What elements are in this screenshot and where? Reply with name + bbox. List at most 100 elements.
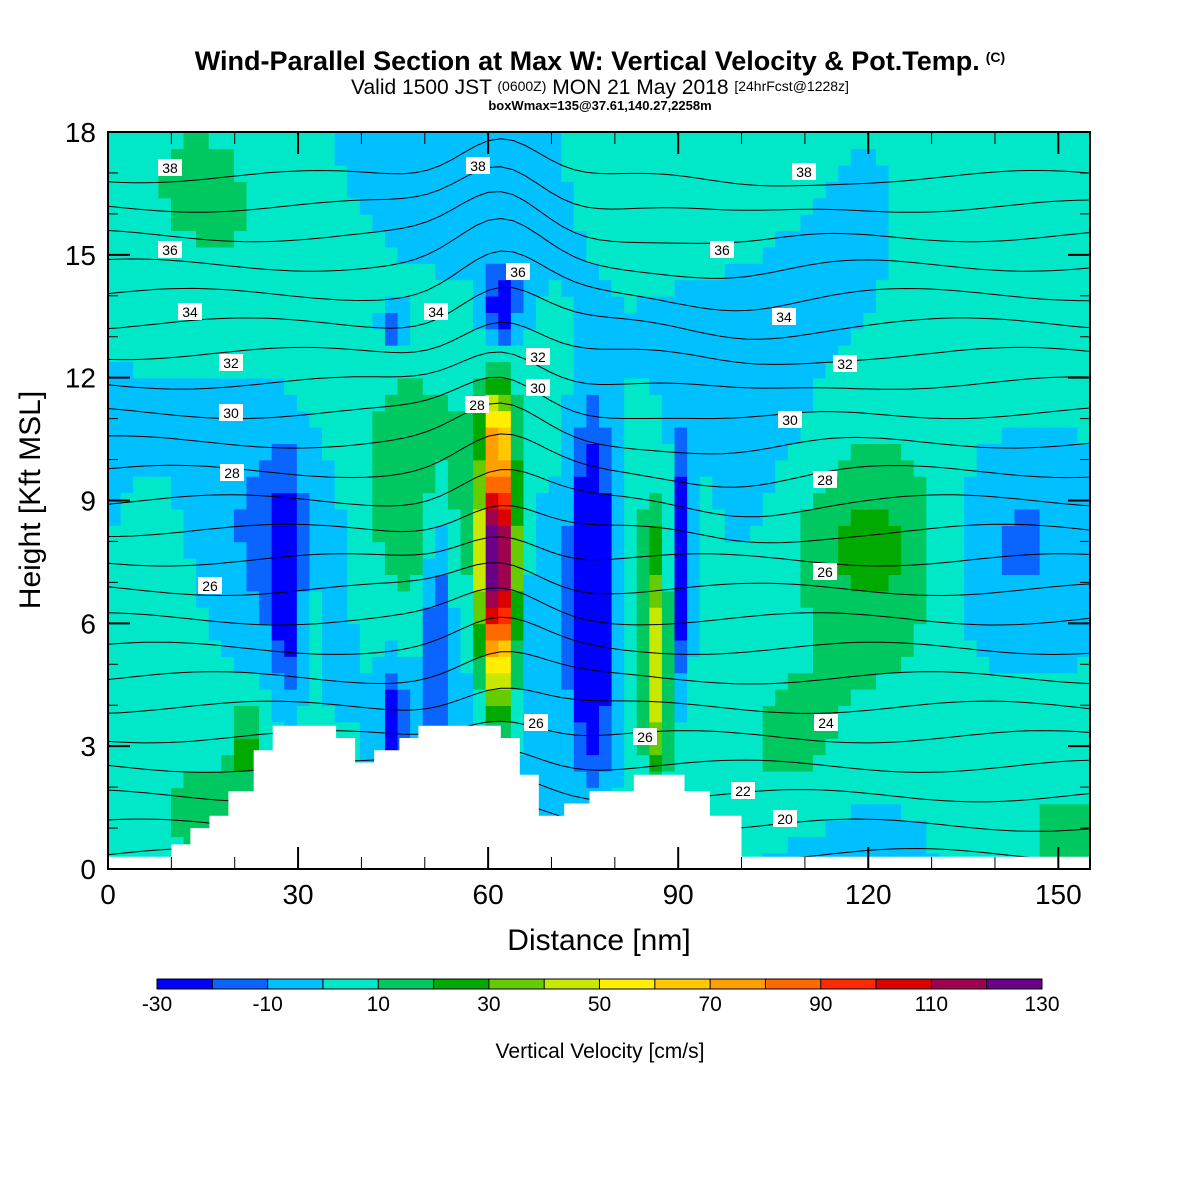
velocity-cell — [322, 148, 336, 166]
velocity-cell — [1014, 295, 1028, 313]
velocity-cell — [183, 541, 197, 559]
theta-contour-label-bg — [220, 464, 244, 481]
velocity-cell — [296, 230, 311, 248]
velocity-cell — [170, 443, 185, 461]
velocity-cell — [284, 574, 298, 592]
velocity-cell — [372, 213, 386, 232]
velocity-cell — [926, 492, 940, 510]
velocity-cell — [661, 164, 676, 182]
velocity-cell — [1064, 836, 1079, 854]
velocity-cell — [838, 819, 852, 838]
velocity-cell — [750, 312, 764, 330]
velocity-cell — [259, 197, 273, 215]
velocity-cell — [1027, 819, 1041, 838]
velocity-cell — [447, 197, 462, 215]
velocity-cell — [347, 508, 361, 526]
velocity-cell — [271, 295, 286, 313]
velocity-cell — [322, 705, 336, 723]
velocity-cell — [762, 279, 777, 297]
velocity-cell — [913, 639, 928, 657]
velocity-cell — [875, 475, 890, 494]
velocity-cell — [196, 705, 210, 723]
velocity-cell — [145, 361, 160, 379]
velocity-cell — [750, 721, 764, 739]
velocity-cell — [636, 246, 651, 264]
theta-contour-line — [108, 469, 1090, 518]
velocity-cell — [838, 492, 852, 510]
velocity-cell — [447, 606, 462, 625]
velocity-cell — [510, 672, 525, 690]
velocity-cell — [183, 721, 197, 739]
velocity-cell — [938, 836, 953, 854]
velocity-cell — [561, 639, 575, 657]
velocity-cell — [800, 803, 814, 821]
velocity-cell — [359, 328, 374, 346]
velocity-cell — [787, 623, 802, 641]
velocity-cell — [989, 672, 1003, 690]
velocity-cell — [1027, 737, 1041, 756]
velocity-cell — [649, 525, 663, 543]
velocity-cell — [989, 328, 1003, 346]
velocity-cell — [108, 443, 122, 461]
velocity-cell — [661, 213, 676, 232]
velocity-cell — [120, 819, 134, 838]
velocity-cell — [284, 263, 298, 281]
velocity-cell — [271, 672, 286, 690]
velocity-cell — [334, 590, 349, 608]
velocity-cell — [397, 148, 411, 166]
velocity-cell — [271, 705, 286, 723]
velocity-cell — [674, 656, 688, 674]
velocity-cell — [787, 377, 802, 395]
velocity-cell — [687, 606, 701, 625]
velocity-cell — [384, 475, 399, 494]
velocity-cell — [435, 263, 449, 281]
velocity-cell — [901, 197, 915, 215]
velocity-cell — [699, 737, 714, 756]
velocity-cell — [447, 213, 462, 232]
velocity-cell — [750, 246, 764, 264]
velocity-cell — [989, 574, 1003, 592]
velocity-cell — [636, 181, 651, 199]
velocity-cell — [661, 426, 676, 444]
velocity-cell — [611, 328, 625, 346]
velocity-cell — [1027, 508, 1041, 526]
velocity-cell — [1039, 590, 1054, 608]
velocity-cell — [1064, 803, 1079, 821]
velocity-cell — [573, 721, 588, 739]
velocity-cell — [372, 606, 386, 625]
velocity-cell — [523, 606, 537, 625]
velocity-cell — [108, 672, 122, 690]
velocity-cell — [712, 737, 726, 756]
velocity-cell — [850, 263, 865, 281]
velocity-cell — [208, 246, 223, 264]
velocity-cell — [523, 426, 537, 444]
velocity-cell — [296, 361, 311, 379]
velocity-cell — [938, 213, 953, 232]
velocity-cell — [624, 132, 638, 150]
velocity-cell — [208, 377, 223, 395]
velocity-cell — [246, 197, 260, 215]
velocity-cell — [800, 606, 814, 625]
velocity-cell — [611, 705, 625, 723]
velocity-cell — [196, 721, 210, 739]
velocity-cell — [1052, 639, 1066, 657]
velocity-cell — [309, 295, 323, 313]
velocity-cell — [447, 377, 462, 395]
velocity-cell — [800, 246, 814, 264]
velocity-cell — [762, 656, 777, 674]
velocity-cell — [1052, 344, 1066, 363]
velocity-cell — [120, 836, 134, 854]
velocity-cell — [624, 344, 638, 363]
velocity-cell — [976, 328, 991, 346]
velocity-cell — [586, 361, 600, 379]
velocity-cell — [170, 410, 185, 428]
velocity-cell — [460, 377, 474, 395]
velocity-cell — [850, 525, 865, 543]
velocity-cell — [133, 181, 147, 199]
velocity-cell — [838, 410, 852, 428]
velocity-cell — [913, 181, 928, 199]
velocity-cell — [863, 132, 877, 150]
velocity-cell — [737, 459, 751, 477]
velocity-cell — [221, 164, 235, 182]
velocity-cell — [1052, 197, 1066, 215]
